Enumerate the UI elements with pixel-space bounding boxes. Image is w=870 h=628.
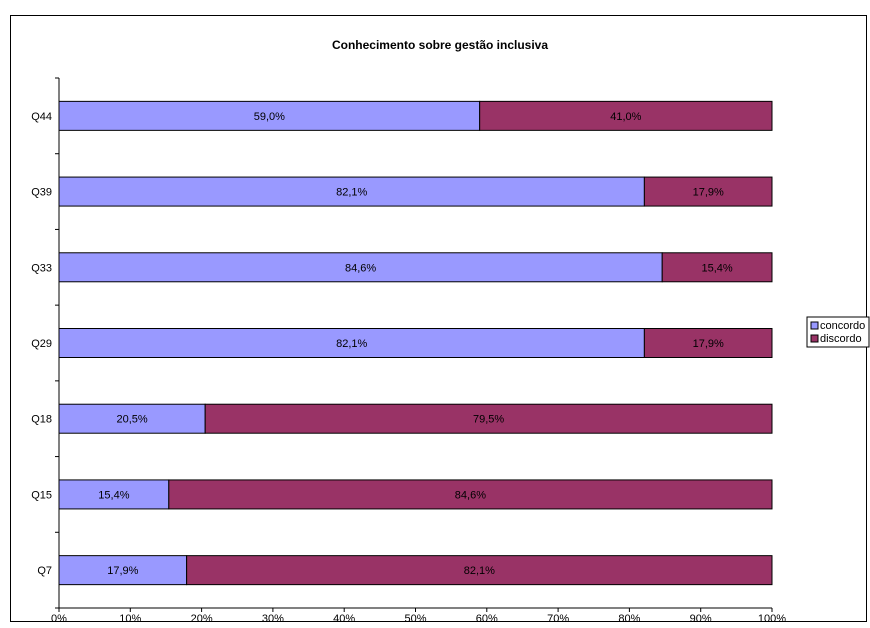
data-label-discordo-Q18: 79,5% [473,414,504,426]
bar-concordo-Q7 [58,555,188,586]
bar-concordo-Q29 [58,328,645,358]
category-label-Q18: Q18 [31,414,52,426]
legend-label-concordo: concordo [820,320,865,332]
category-label-Q33: Q33 [31,262,52,274]
bar-discordo-Q15 [168,479,773,510]
bar-discordo-Q29 [643,328,773,358]
x-tick-label-80pct: 80% [618,613,640,623]
bar-discordo-Q39 [643,176,773,207]
bar-discordo-Q7 [186,555,773,586]
x-tick-label-60pct: 60% [476,613,498,623]
x-tick-label-0pct: 0% [51,613,67,623]
category-label-Q44: Q44 [31,111,52,123]
bar-discordo-Q33 [661,252,773,283]
x-tick-label-90pct: 90% [690,613,712,623]
x-tick-label-10pct: 10% [119,613,141,623]
category-label-Q15: Q15 [31,489,52,501]
data-label-concordo-Q29: 82,1% [336,338,367,350]
data-label-concordo-Q33: 84,6% [345,262,376,274]
plot-area: 59,0% 41,0% Q44 82,1% 17,9% Q39 84,6% 15,4% Q33 8… [31,77,786,625]
bar-discordo-Q44 [479,100,773,131]
data-label-concordo-Q7: 17,9% [107,565,138,577]
x-tick-label-50pct: 50% [404,613,426,623]
legend-swatch-concordo [810,321,819,330]
x-tick-label-20pct: 20% [191,613,213,623]
x-tick-label-30pct: 30% [262,613,284,623]
data-label-concordo-Q15: 15,4% [98,489,129,501]
data-label-discordo-Q44: 41,0% [610,111,641,123]
data-label-concordo-Q18: 20,5% [116,414,147,426]
category-label-Q7: Q7 [37,565,52,577]
data-label-discordo-Q39: 17,9% [693,187,724,199]
x-tick-label-100pct: 100% [758,613,786,623]
data-label-discordo-Q29: 17,9% [693,338,724,350]
bar-discordo-Q18 [204,403,773,434]
category-label-Q39: Q39 [31,187,52,199]
legend-swatch-discordo [810,334,819,343]
category-label-Q29: Q29 [31,338,52,350]
data-label-concordo-Q44: 59,0% [254,111,285,123]
bar-concordo-Q18 [58,403,206,434]
bar-concordo-Q15 [58,479,170,510]
bar-concordo-Q44 [58,100,481,131]
legend-label-discordo: discordo [820,333,862,345]
x-tick-label-40pct: 40% [333,613,355,623]
data-label-discordo-Q15: 84,6% [455,489,486,501]
data-label-discordo-Q33: 15,4% [701,262,732,274]
x-tick-label-70pct: 70% [547,613,569,623]
chart-title: Conhecimento sobre gestão inclusiva [332,38,548,52]
data-label-concordo-Q39: 82,1% [336,187,367,199]
data-label-discordo-Q7: 82,1% [464,565,495,577]
